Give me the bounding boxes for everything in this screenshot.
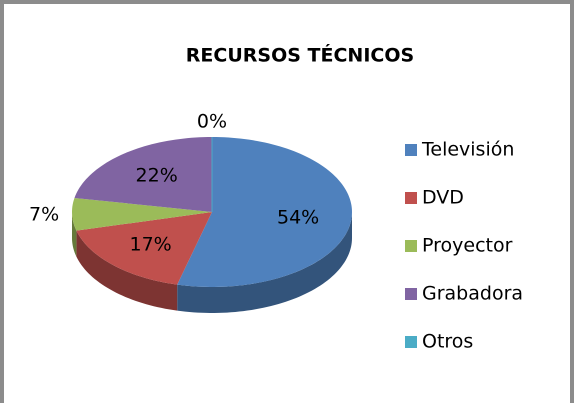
legend-swatch xyxy=(405,144,417,156)
legend-swatch xyxy=(405,336,417,348)
data-label: 22% xyxy=(136,165,178,187)
pie-slice xyxy=(72,197,213,231)
chart-title: RECURSOS TÉCNICOS xyxy=(186,44,414,67)
legend-label: Proyector xyxy=(422,235,513,257)
pie-side xyxy=(76,230,178,311)
legend-label: Televisión xyxy=(421,139,514,161)
legend-label: Grabadora xyxy=(422,283,523,305)
legend-label: DVD xyxy=(422,187,464,209)
pie-slice xyxy=(74,137,212,212)
pie-slice xyxy=(177,137,352,287)
legend-swatch xyxy=(405,240,417,252)
pie-slice xyxy=(76,212,212,285)
pie-side xyxy=(177,212,352,313)
data-label: 54% xyxy=(277,206,319,228)
legend-swatch xyxy=(405,288,417,300)
data-label: 0% xyxy=(197,111,227,133)
legend-label: Otros xyxy=(422,331,473,353)
pie-side xyxy=(72,212,77,257)
legend-swatch xyxy=(405,192,417,204)
data-label: 17% xyxy=(130,233,172,255)
data-label: 7% xyxy=(29,203,59,225)
